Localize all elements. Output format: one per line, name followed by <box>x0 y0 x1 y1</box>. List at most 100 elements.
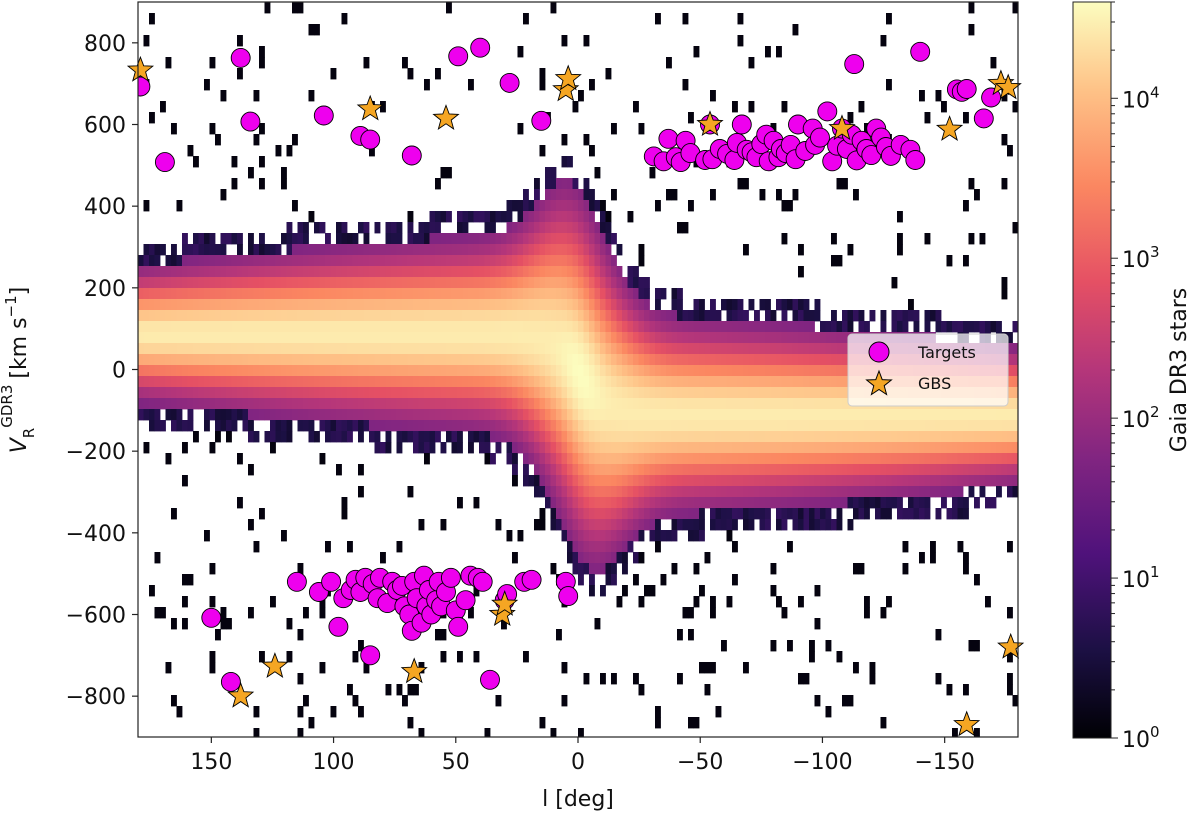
heatmap-bin <box>715 486 722 498</box>
heatmap-bin <box>171 376 177 388</box>
heatmap-bin <box>600 398 606 410</box>
heatmap-bin <box>803 431 810 443</box>
heatmap-bin <box>572 222 579 234</box>
heatmap-bin <box>506 222 513 234</box>
heatmap-bin <box>660 486 667 498</box>
heatmap-bin <box>165 266 172 278</box>
heatmap-bin <box>1007 365 1013 377</box>
heatmap-bin <box>820 376 826 388</box>
heatmap-bin <box>732 332 738 344</box>
heatmap-bin <box>286 343 293 355</box>
heatmap-bin <box>347 277 353 289</box>
heatmap-bin <box>358 409 364 421</box>
heatmap-bin <box>765 442 771 454</box>
heatmap-bin <box>253 728 260 737</box>
heatmap-bin <box>330 255 337 267</box>
heatmap-bin <box>523 200 529 212</box>
heatmap-bin <box>308 321 315 333</box>
heatmap-bin <box>424 376 430 388</box>
heatmap-bin <box>567 277 573 289</box>
heatmap-bin <box>204 321 210 333</box>
heatmap-bin <box>611 189 617 201</box>
heatmap-bin <box>380 420 386 432</box>
heatmap-bin <box>655 442 661 454</box>
heatmap-bin <box>842 442 848 454</box>
heatmap-bin <box>671 409 678 421</box>
heatmap-bin <box>880 431 887 443</box>
heatmap-bin <box>1007 409 1013 421</box>
heatmap-bin <box>545 387 551 399</box>
heatmap-bin <box>825 640 832 652</box>
heatmap-bin <box>330 420 337 432</box>
heatmap-bin <box>1007 673 1013 685</box>
heatmap-bin <box>594 442 601 454</box>
heatmap-bin <box>682 376 689 388</box>
heatmap-bin <box>825 354 832 366</box>
heatmap-bin <box>435 420 441 432</box>
heatmap-bin <box>264 266 271 278</box>
heatmap-bin <box>330 266 337 278</box>
heatmap-bin <box>996 409 1002 421</box>
heatmap-bin <box>534 365 540 377</box>
heatmap-bin <box>319 387 326 399</box>
heatmap-bin <box>281 376 287 388</box>
heatmap-bin <box>743 365 749 377</box>
heatmap-bin <box>930 464 936 476</box>
gbs-point <box>696 110 724 137</box>
heatmap-bin <box>908 508 914 520</box>
heatmap-bin <box>781 519 788 531</box>
heatmap-bin <box>677 475 683 487</box>
heatmap-bin <box>363 409 370 421</box>
heatmap-bin <box>688 530 694 542</box>
heatmap-bin <box>726 420 733 432</box>
heatmap-bin <box>572 255 579 267</box>
heatmap-bin <box>501 618 507 630</box>
heatmap-bin <box>633 552 639 564</box>
heatmap-bin <box>693 475 700 487</box>
heatmap-bin <box>286 145 293 157</box>
heatmap-bin <box>226 398 232 410</box>
heatmap-bin <box>814 310 821 322</box>
heatmap-bin <box>506 431 513 443</box>
heatmap-bin <box>567 189 573 201</box>
heatmap-bin <box>919 552 925 564</box>
heatmap-bin <box>391 233 397 245</box>
heatmap-bin <box>671 431 678 443</box>
heatmap-bin <box>666 365 672 377</box>
heatmap-bin <box>754 387 760 399</box>
heatmap-bin <box>776 398 782 410</box>
heatmap-bin <box>567 255 573 267</box>
heatmap-bin <box>908 420 914 432</box>
heatmap-bin <box>220 277 227 289</box>
heatmap-bin <box>462 222 469 234</box>
heatmap-bin <box>578 343 584 355</box>
heatmap-bin <box>688 112 694 124</box>
x-axis: 150 100 50 0 −50 −100 −150 <box>190 737 975 775</box>
heatmap-bin <box>347 343 353 355</box>
heatmap-bin <box>319 607 326 619</box>
heatmap-bin <box>787 398 793 410</box>
heatmap-bin <box>231 365 238 377</box>
heatmap-bin <box>561 409 568 421</box>
heatmap-bin <box>836 398 843 410</box>
heatmap-bin <box>781 486 788 498</box>
heatmap-bin <box>523 222 529 234</box>
heatmap-bin <box>660 464 667 476</box>
heatmap-bin <box>897 442 903 454</box>
heatmap-bin <box>556 343 562 355</box>
heatmap-bin <box>363 398 370 410</box>
heatmap-bin <box>341 332 348 344</box>
heatmap-bin <box>941 464 947 476</box>
heatmap-bin <box>138 376 144 388</box>
heatmap-bin <box>979 486 986 498</box>
heatmap-bin <box>347 266 353 278</box>
heatmap-bin <box>765 431 771 443</box>
heatmap-bin <box>649 376 656 388</box>
heatmap-bin <box>209 376 216 388</box>
heatmap-bin <box>171 288 177 300</box>
heatmap-bin <box>1012 376 1018 388</box>
heatmap-bin <box>556 266 562 278</box>
heatmap-bin <box>765 486 771 498</box>
heatmap-bin <box>732 321 738 333</box>
heatmap-bin <box>842 332 848 344</box>
